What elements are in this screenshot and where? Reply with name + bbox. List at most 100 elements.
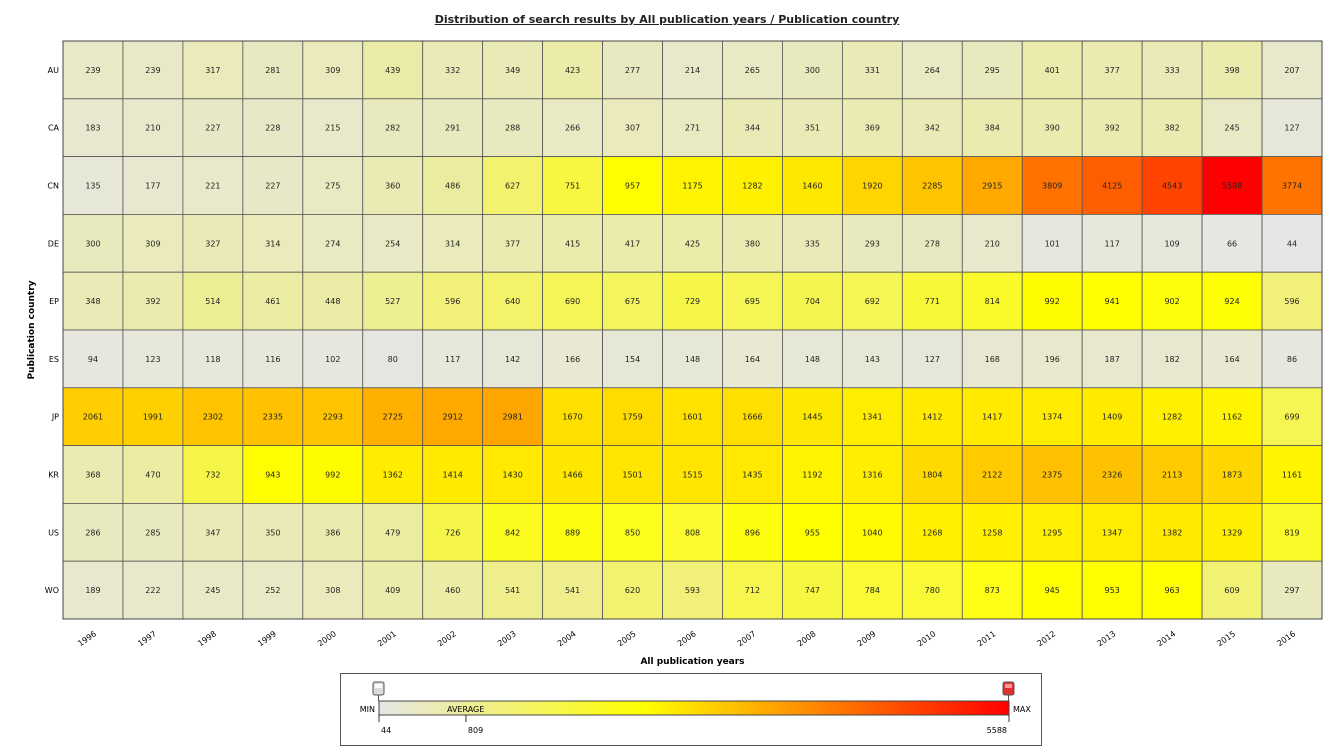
y-axis-title: Publication country (27, 280, 37, 379)
legend-max-label: MAX (1013, 705, 1031, 714)
cell-value-label: 2113 (1162, 471, 1182, 480)
cell-value-label: 784 (865, 586, 880, 595)
cell-value-label: 342 (925, 124, 940, 133)
cell-value-label: 675 (625, 297, 640, 306)
heatmap-cell (1201, 445, 1263, 504)
heatmap-cell (1261, 445, 1323, 504)
heatmap-cell (782, 40, 843, 100)
heatmap-cell (961, 156, 1023, 215)
heatmap-cell (1141, 329, 1203, 389)
cell-value-label: 609 (1224, 586, 1239, 595)
heatmap-cell (1141, 445, 1203, 504)
cell-value-label: 4543 (1162, 182, 1182, 191)
heatmap-cell (242, 156, 304, 215)
cell-value-label: 187 (1105, 355, 1120, 364)
cell-value-label: 307 (625, 124, 640, 133)
heatmap-cell (841, 156, 903, 215)
cell-value-label: 1804 (922, 471, 942, 480)
heatmap-cell (1201, 387, 1263, 446)
cell-value-label: 118 (205, 355, 220, 364)
cell-value-label: 189 (85, 586, 100, 595)
heatmap-cell (362, 40, 424, 100)
chart-title: Distribution of search results by All pu… (434, 13, 900, 26)
max-slider-handle[interactable] (1002, 681, 1015, 701)
heatmap-cell (841, 387, 903, 446)
cell-value-label: 300 (85, 239, 100, 248)
cell-value-label: 271 (685, 124, 700, 133)
heatmap-cell (961, 502, 1023, 562)
cell-value-label: 282 (385, 124, 400, 133)
heatmap-cell (242, 213, 304, 273)
cell-value-label: 460 (445, 586, 460, 595)
heatmap-cell (662, 445, 723, 504)
heatmap-cell (362, 387, 424, 446)
heatmap-cell (482, 502, 544, 562)
y-tick-label: DE (48, 239, 59, 248)
heatmap-cell (122, 213, 184, 273)
heatmap-cell (482, 156, 544, 215)
cell-value-label: 245 (1224, 124, 1239, 133)
cell-value-label: 274 (325, 239, 340, 248)
cell-value-label: 382 (1164, 124, 1179, 133)
heatmap-cell (62, 560, 124, 620)
heatmap-cell (542, 156, 603, 215)
x-tick-label: 2008 (796, 629, 818, 648)
cell-value-label: 780 (925, 586, 940, 595)
cell-value-label: 1601 (682, 413, 702, 422)
cell-value-label: 332 (445, 66, 460, 75)
heatmap-cell (542, 445, 603, 504)
cell-value-label: 2293 (323, 413, 343, 422)
heatmap-cell (841, 560, 903, 620)
cell-value-label: 695 (745, 297, 760, 306)
cell-value-label: 992 (1045, 297, 1060, 306)
heatmap-cell (62, 271, 124, 331)
heatmap-cell (841, 40, 903, 100)
cell-value-label: 2285 (922, 182, 942, 191)
cell-value-label: 423 (565, 66, 580, 75)
cell-value-label: 957 (625, 182, 640, 191)
x-tick-label: 2002 (436, 629, 458, 648)
cell-value-label: 275 (325, 182, 340, 191)
cell-value-label: 1161 (1282, 471, 1302, 480)
y-tick-label: ES (49, 355, 59, 364)
heatmap-cell (1201, 329, 1263, 389)
cell-value-label: 309 (325, 66, 340, 75)
heatmap-cell (1201, 502, 1263, 562)
cell-value-label: 808 (685, 528, 700, 537)
cell-value-label: 86 (1287, 355, 1297, 364)
cell-value-label: 2912 (443, 413, 463, 422)
heatmap-cell (961, 329, 1023, 389)
cell-value-label: 285 (145, 528, 160, 537)
heatmap-cell (1201, 98, 1263, 158)
heatmap-cell (722, 329, 783, 389)
heatmap-cell (662, 156, 723, 215)
y-tick-label: EP (49, 297, 59, 306)
cell-value-label: 1282 (1162, 413, 1182, 422)
cell-value-label: 541 (565, 586, 580, 595)
heatmap-cell (961, 271, 1023, 331)
y-tick-label: KR (48, 471, 59, 480)
cell-value-label: 955 (805, 528, 820, 537)
heatmap-cell (302, 502, 364, 562)
cell-value-label: 221 (205, 182, 220, 191)
cell-value-label: 1347 (1102, 528, 1122, 537)
cell-value-label: 439 (385, 66, 400, 75)
heatmap-cell (782, 271, 843, 331)
cell-value-label: 889 (565, 528, 580, 537)
heatmap-cell (62, 213, 124, 273)
heatmap-cell (542, 213, 603, 273)
cell-value-label: 2981 (502, 413, 522, 422)
cell-value-label: 596 (445, 297, 460, 306)
cell-value-label: 265 (745, 66, 760, 75)
cell-value-label: 142 (505, 355, 520, 364)
cell-value-label: 266 (565, 124, 580, 133)
cell-value-label: 377 (505, 239, 520, 248)
legend-average-label: AVERAGE (447, 705, 484, 714)
cell-value-label: 1920 (862, 182, 882, 191)
heatmap-cell (362, 502, 424, 562)
cell-value-label: 514 (205, 297, 220, 306)
heatmap-cell (1141, 271, 1203, 331)
cell-value-label: 335 (805, 239, 820, 248)
cell-value-label: 1759 (622, 413, 642, 422)
min-slider-handle[interactable] (372, 681, 385, 701)
